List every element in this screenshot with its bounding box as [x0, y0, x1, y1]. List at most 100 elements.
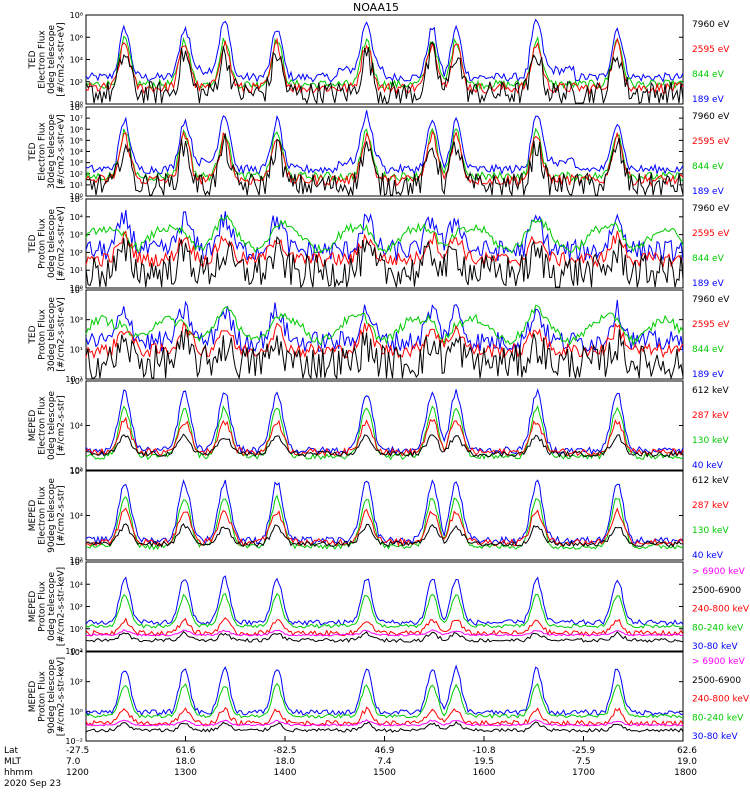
- y-tick-label: 10³: [70, 316, 83, 325]
- y-tick-label: 10⁴: [70, 648, 83, 657]
- x-tick-label: 18.0: [175, 757, 195, 767]
- series-line: [85, 416, 684, 458]
- y-tick-label: 10²: [70, 78, 83, 87]
- y-axis-label-line: 30deg telescope: [47, 114, 57, 189]
- legend-entry: 844 eV: [692, 70, 725, 80]
- y-tick-label: 10⁸: [70, 103, 83, 112]
- y-axis-label-line: 90deg telescope: [47, 478, 57, 553]
- y-axis-label-line: 0deg telescope: [47, 572, 57, 642]
- x-tick-label: 1300: [174, 768, 197, 778]
- series-line: [85, 37, 684, 95]
- y-tick-label: 10⁷: [70, 114, 83, 123]
- legend-entry: 80-240 keV: [692, 623, 744, 633]
- legend-entry: 240-800 keV: [692, 605, 750, 615]
- y-axis-label-line: TED: [28, 50, 38, 69]
- y-axis-label-line: 0deg telescope: [47, 25, 57, 95]
- legend-entry: 7960 eV: [692, 204, 730, 214]
- y-tick-label: 10⁶: [70, 33, 83, 42]
- legend-entry: 7960 eV: [692, 295, 730, 305]
- panel-frame: [85, 651, 684, 742]
- legend-entry: 30-80 keV: [692, 642, 738, 652]
- y-axis-label-line: TED: [28, 234, 38, 253]
- y-tick-label: 10²: [70, 678, 83, 687]
- x-tick-label: 7.5: [576, 757, 590, 767]
- legend-entry: 189 eV: [692, 279, 725, 289]
- legend-entry: 612 keV: [692, 476, 729, 486]
- series-line: [85, 404, 684, 461]
- series-line: [85, 41, 684, 105]
- y-axis-label-line: TED: [28, 142, 38, 161]
- series-line: [85, 236, 684, 289]
- y-tick-label: 10⁻¹: [65, 375, 83, 384]
- y-tick-label: 10⁰: [70, 707, 83, 716]
- legend-entry: 844 eV: [692, 254, 725, 264]
- legend-entry: 844 eV: [692, 162, 725, 172]
- y-tick-label: 10⁻²: [65, 647, 83, 656]
- series-line: [85, 682, 684, 719]
- y-axis-label-line: 30deg telescope: [47, 297, 57, 372]
- legend-entry: 130 keV: [692, 436, 729, 446]
- y-tick-label: 10¹: [70, 345, 83, 354]
- y-tick-label: 10⁰: [70, 192, 83, 201]
- y-axis-label-line: Electron Flux: [38, 30, 48, 89]
- x-tick-label: 46.9: [374, 746, 394, 756]
- y-axis-label-line: [#/cm2-s-str-eV]: [57, 22, 67, 97]
- series-line: [85, 629, 684, 637]
- y-tick-label: 10¹: [70, 266, 83, 275]
- series-line: [85, 479, 684, 546]
- y-tick-label: 10²: [70, 170, 83, 179]
- legend-entry: 287 keV: [692, 411, 729, 421]
- y-axis-label-line: 0deg telescope: [47, 391, 57, 461]
- series-line: [85, 575, 684, 626]
- y-tick-label: 10⁴: [70, 56, 83, 65]
- y-tick-label: 10²: [70, 556, 83, 565]
- x-tick-label: 1500: [373, 768, 396, 778]
- y-tick-label: 10⁻²: [65, 737, 83, 746]
- series-line: [85, 630, 684, 643]
- y-axis-label-line: [#/cm2-s-str-eV]: [57, 114, 67, 189]
- y-axis-label: MEPEDElectron Flux0deg telescope[#/cm2-s…: [28, 391, 67, 461]
- y-tick-label: 10⁶: [70, 558, 83, 567]
- legend-entry: 189 eV: [692, 95, 725, 105]
- legend-entry: 287 keV: [692, 501, 729, 511]
- y-tick-label: 10⁰: [70, 625, 83, 634]
- series-line: [85, 507, 684, 548]
- y-tick-label: 10²: [70, 466, 83, 475]
- legend-entry: 130 keV: [692, 526, 729, 536]
- series-line: [85, 523, 684, 548]
- y-axis-label-line: MEPED: [28, 500, 38, 532]
- y-tick-label: 10⁵: [70, 195, 83, 204]
- y-tick-label: 10²: [70, 248, 83, 257]
- y-tick-label: 10⁶: [70, 125, 83, 134]
- y-tick-label: 10⁴: [70, 148, 83, 157]
- series-line: [85, 664, 684, 717]
- y-tick-label: 10⁵: [70, 136, 83, 145]
- y-axis-label-line: [#/cm2-s-str-keV]: [57, 567, 67, 646]
- y-axis-label-line: 0deg telescope: [47, 209, 57, 279]
- y-tick-label: 10³: [70, 159, 83, 168]
- y-tick-label: 10⁵: [70, 286, 83, 295]
- legend-entry: 2595 eV: [692, 320, 730, 330]
- y-axis-label: MEPEDProton Flux90deg telescope[#/cm2-s-…: [28, 657, 67, 736]
- legend-entry: 189 eV: [692, 187, 725, 197]
- y-tick-label: 10¹: [70, 181, 83, 190]
- legend-entry: 189 eV: [692, 370, 725, 380]
- y-axis-label: MEPEDProton Flux0deg telescope[#/cm2-s-s…: [28, 567, 67, 646]
- legend-entry: 240-800 keV: [692, 695, 750, 705]
- y-tick-label: 10⁴: [70, 580, 83, 589]
- y-tick-label: 10⁰: [70, 284, 83, 293]
- x-tick-label: 1800: [674, 768, 697, 778]
- x-tick-label: -27.5: [66, 746, 89, 756]
- legend-entry: 2500-6900: [692, 676, 741, 686]
- legend-entry: > 6900 keV: [692, 657, 746, 667]
- y-tick-label: 10⁴: [70, 512, 83, 521]
- legend-entry: 612 keV: [692, 386, 729, 396]
- x-tick-label: 1200: [66, 768, 89, 778]
- panel-frame: [85, 289, 684, 380]
- y-axis-label-line: Proton Flux: [38, 218, 48, 269]
